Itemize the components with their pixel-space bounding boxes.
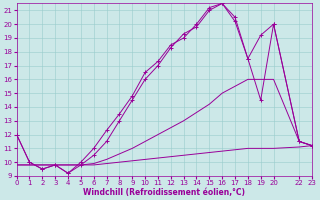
- X-axis label: Windchill (Refroidissement éolien,°C): Windchill (Refroidissement éolien,°C): [84, 188, 245, 197]
